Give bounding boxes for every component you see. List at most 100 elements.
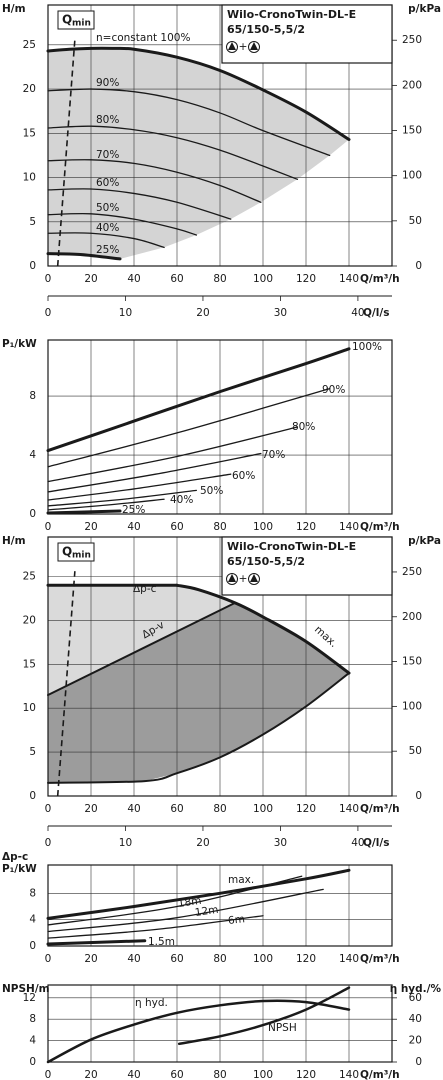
y2-tick-label: 150 [402,125,422,137]
y-tick-label: 8 [29,887,36,899]
curve-label: 70% [262,449,285,461]
y-tick-label: 8 [29,390,36,402]
title-box [221,536,393,596]
y-tick-label: 25 [23,39,36,51]
curve-label: 60% [96,177,119,189]
curve-label: Δp-c [133,583,157,595]
y2-axis-label: η hyd./% [390,983,442,995]
curve [47,473,232,501]
x-tick-label: 100 [253,521,273,533]
curve-label: 90% [96,77,119,89]
qmin-sub: min [72,19,91,29]
pump-symbol-arrow [228,574,236,582]
x-tick-label: 120 [296,803,316,815]
curve-label: 80% [292,421,315,433]
y-tick-label: 0 [29,940,36,952]
curve [47,489,197,507]
y-tick-label: 4 [29,449,36,461]
y-tick-label: 4 [29,1035,36,1047]
x-tick-label: 80 [213,803,226,815]
y-tick-label: 10 [23,172,36,184]
curve [46,509,122,515]
x-tick-label: 60 [170,953,183,965]
x-tick-label: 60 [170,521,183,533]
x2-tick-label: 10 [119,307,132,319]
x-tick-label: 100 [253,273,273,285]
curve [46,252,122,261]
curve [47,159,262,203]
x-tick-label: 40 [127,803,140,815]
y-tick-label: 20 [23,614,36,626]
y-axis-label: NPSH/m [2,983,50,995]
curve-label: max. [312,624,340,650]
curve [47,88,331,157]
curve [47,452,262,493]
x-tick-label: 0 [45,273,52,285]
curve-label: 40% [170,494,193,506]
curve-label: 25% [122,504,145,516]
qmin-box [57,10,95,30]
curve-label: 50% [200,485,223,497]
x-tick-label: 80 [213,273,226,285]
y2-axis-label: p/kPa [408,3,441,15]
symbol-joiner: + [239,41,248,53]
curve-label: 40% [96,222,119,234]
qmin-line [56,39,76,267]
curve-label: 50% [96,202,119,214]
x-tick-label: 20 [84,273,97,285]
x-tick-label: 100 [253,953,273,965]
operating-area [48,48,349,259]
curve [177,986,351,1046]
x-tick-label: 140 [339,803,359,815]
x-tick-label: 120 [296,273,316,285]
y2-tick-label: 50 [409,215,422,227]
curve [47,426,299,483]
y2-tick-label: 250 [402,566,422,578]
x-tick-label: 140 [339,1069,359,1080]
y2-tick-label: 0 [415,790,422,802]
y2-tick-label: 0 [415,1056,422,1068]
x-tick-label: 120 [296,521,316,533]
curve-label: n=constant 100% [96,32,190,44]
curve-label: 1.5m [148,936,175,948]
y-tick-label: 20 [23,83,36,95]
x-axis-label: Q/m³/h [360,521,400,533]
x-tick-label: 60 [170,273,183,285]
curve [47,601,237,697]
y-tick-label: 4 [29,914,36,926]
y-tick-label: 0 [29,508,36,520]
x-axis-label: Q/m³/h [360,803,400,815]
x-tick-label: 80 [213,953,226,965]
curve [47,888,324,933]
curve-label: 25% [96,244,119,256]
curve [47,915,264,939]
x2-tick-label: 10 [119,837,132,849]
curve [47,125,299,180]
y-tick-label: 0 [29,790,36,802]
curve-label: 80% [96,114,119,126]
y2-axis-label: p/kPa [408,535,441,547]
title: Wilo-CronoTwin-DL-E [227,8,356,21]
x-tick-label: 20 [84,1069,97,1080]
curve [47,498,165,511]
x-tick-label: 80 [213,1069,226,1080]
curve [46,868,351,920]
curve-label: 90% [322,384,345,396]
x-tick-label: 20 [84,953,97,965]
x-tick-label: 100 [253,803,273,815]
x2-axis-label: Q/l/s [363,837,389,849]
subtitle: 65/150-5,5/2 [227,555,305,568]
curve-label: 18m [177,895,202,910]
curve-label: 12m [194,904,219,919]
y-axis-label: P₁/kW [2,338,37,350]
x-tick-label: 140 [339,273,359,285]
qmin-sub: min [72,551,91,561]
curve [46,999,351,1064]
y2-tick-label: 100 [402,700,422,712]
curve-label: 6m [227,913,245,927]
curve [47,232,165,249]
x2-tick-label: 40 [351,307,364,319]
curve-label: max. [228,874,254,886]
x-tick-label: 20 [84,521,97,533]
x-tick-label: 60 [170,803,183,815]
